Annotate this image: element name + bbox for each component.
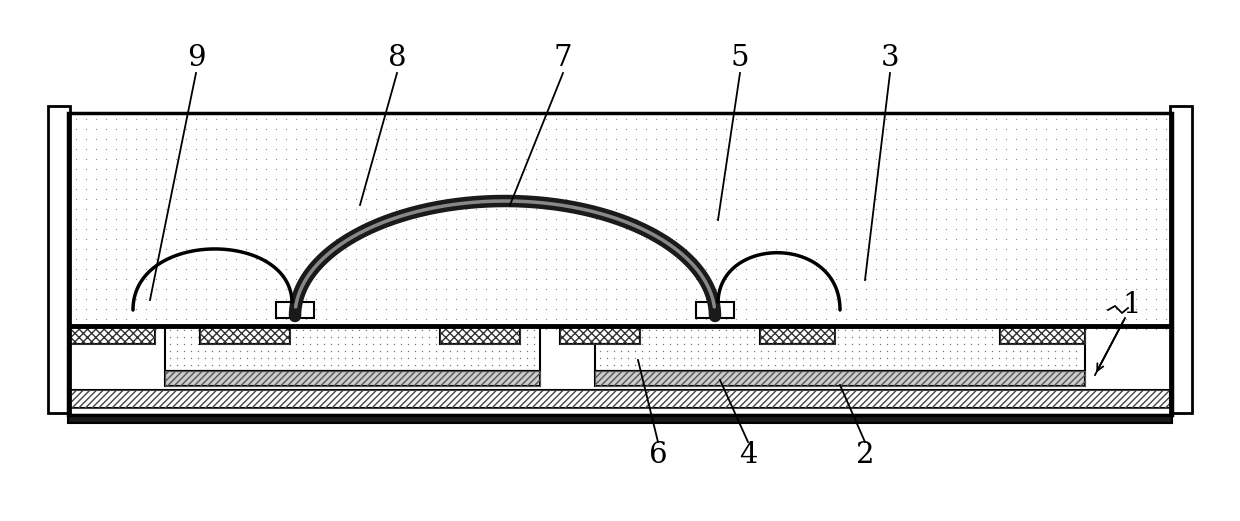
Text: 4: 4 [739, 441, 758, 469]
Bar [440, 326, 520, 344]
Bar [440, 326, 520, 344]
Bar [69, 113, 1171, 330]
Bar [200, 326, 290, 344]
Text: 3: 3 [880, 44, 899, 72]
Bar [69, 390, 1171, 408]
Bar [165, 371, 539, 386]
Bar [999, 326, 1085, 344]
Text: 5: 5 [730, 44, 749, 72]
Bar [69, 390, 1171, 408]
Bar [595, 326, 1085, 371]
Bar [48, 106, 69, 413]
Bar [696, 302, 734, 318]
Bar [165, 326, 539, 371]
Bar [68, 113, 1172, 415]
Bar [165, 371, 539, 386]
Bar [1171, 106, 1192, 413]
Text: 7: 7 [554, 44, 573, 72]
Text: 6: 6 [649, 441, 667, 469]
Bar [277, 302, 314, 318]
Bar [999, 326, 1085, 344]
Text: 2: 2 [856, 441, 874, 469]
Bar [760, 326, 835, 344]
Bar [760, 326, 835, 344]
Text: 8: 8 [388, 44, 407, 72]
Bar [69, 326, 155, 344]
Bar [69, 326, 155, 344]
Bar [595, 371, 1085, 386]
Text: 1: 1 [1122, 291, 1141, 319]
Bar [68, 415, 1172, 423]
Bar [595, 371, 1085, 386]
Bar [560, 326, 640, 344]
Bar [560, 326, 640, 344]
Bar [200, 326, 290, 344]
Text: 9: 9 [187, 44, 206, 72]
Bar [69, 386, 1171, 390]
